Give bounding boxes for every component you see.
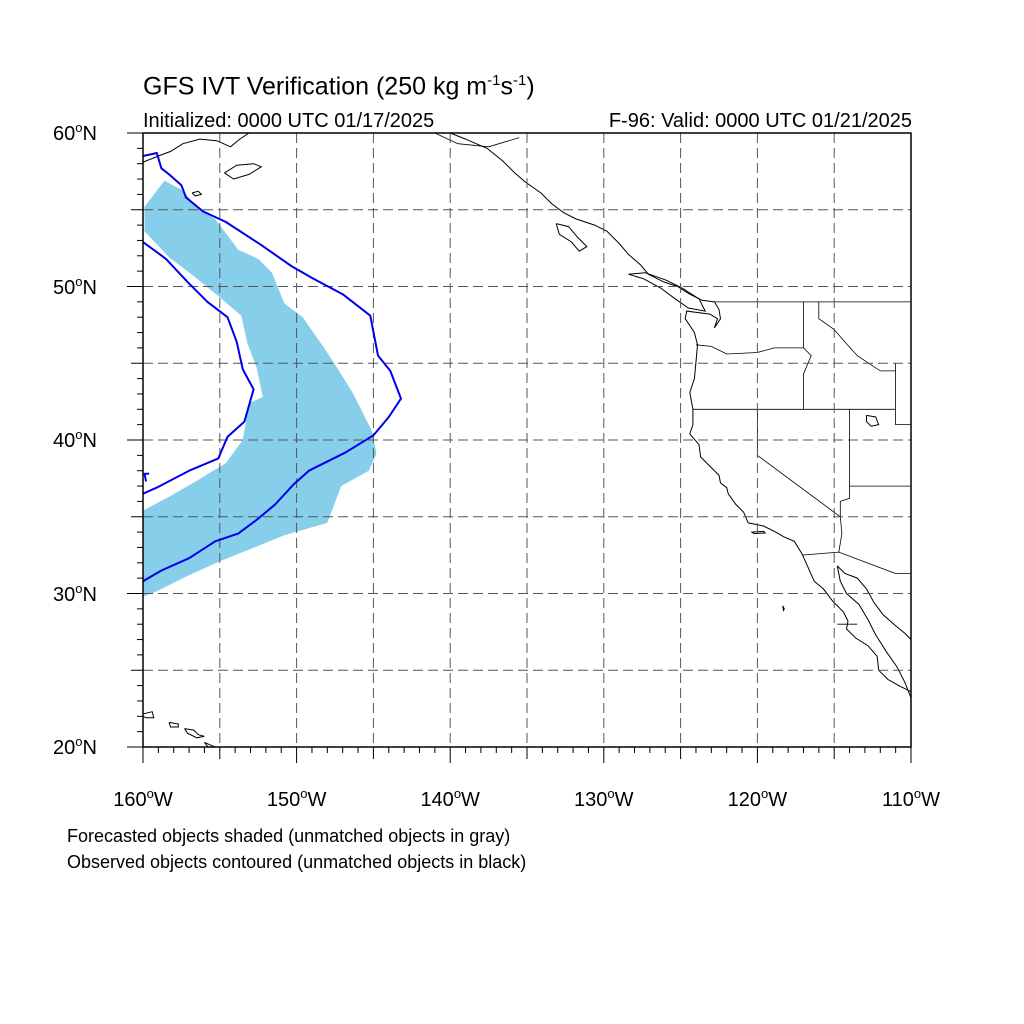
lat-label: 40oN [53,427,97,452]
coastline-hawaii-3 [184,728,205,739]
lat-label: 30oN [53,580,97,606]
forecast-object [143,180,377,597]
lon-label: 130oW [574,786,634,811]
observed-object-layer [143,152,402,583]
border-nv-az [839,486,850,517]
lat-label: 20oN [53,734,97,759]
border-wa-or [695,344,804,355]
border-id-wy-ut [895,363,911,426]
coastline-channel-islands [751,530,767,535]
axis-ticks [127,132,912,763]
coastline-guadalupe [782,605,785,612]
coastline-semidi-islands [191,190,203,197]
border-alaska-canada [434,133,520,148]
coastline-great-salt-lake [866,414,880,427]
lat-label: 50oN [53,273,97,299]
chart-title: GFS IVT Verification (250 kg m-1s-1) [143,72,535,101]
legend-note-observed: Observed objects contoured (unmatched ob… [67,852,527,872]
observed-object-inner [143,241,255,495]
coastline-vancouver-island [628,272,707,312]
border-id-mt [818,301,896,372]
border-ca-nv [757,409,841,518]
coastline-alaska-peninsula [143,133,250,163]
forecast-object-layer [143,180,377,597]
coastline-hawaii-1 [143,711,155,719]
map-frame [142,132,912,748]
lat-label: 60oN [53,120,97,145]
graticule-layer [143,133,911,747]
observed-object-main [143,152,402,583]
border-ca-az [838,516,843,553]
lon-label: 140oW [420,786,480,811]
legend-note-forecast: Forecasted objects shaded (unmatched obj… [67,826,511,846]
valid-time: F-96: Valid: 0000 UTC 01/21/2025 [608,110,912,132]
lon-label: 120oW [727,786,788,811]
observed-object-stub [143,472,150,482]
initialized-time: Initialized: 0000 UTC 01/17/2025 [143,110,435,132]
lon-label: 110oW [881,786,940,811]
coastline-gulf-of-california-east [836,565,911,640]
coastline-hawaii-4 [204,741,216,747]
lon-label: 150oW [266,786,327,811]
border-or-id [803,347,812,410]
coastline-haida-gwaii [555,223,588,252]
coastline-kodiak [224,163,263,180]
coastline-hawaii-2 [168,721,179,728]
lon-label: 160oW [113,786,173,811]
border-us-mexico [801,551,911,574]
coastline-gulf-of-california-west [836,565,911,699]
